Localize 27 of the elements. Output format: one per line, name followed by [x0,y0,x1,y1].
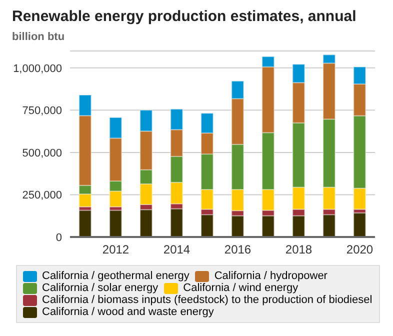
x-tick-label: 2018 [285,242,312,257]
x-tick-label: 2020 [346,242,374,257]
legend-label: California / wood and waste energy [42,306,214,318]
y-axis-title: billion btu [12,31,66,43]
bar [170,208,184,237]
bar [353,212,366,237]
bar [262,215,275,237]
bar [140,209,153,237]
x-tick-label: 2012 [102,242,130,257]
y-tick-label: 750,000 [22,105,62,118]
bar [109,210,122,237]
bar [200,214,214,237]
bar [78,210,92,237]
y-tick-label: 500,000 [22,147,62,160]
legend-label: California / wind energy [183,282,298,294]
legend-label: California / geothermal energy [42,270,190,282]
y-tick-label: 1,000,000 [13,62,62,75]
bar [322,214,336,237]
legend-label: California / biomass inputs (feedstock) to the production of biodiesel [42,294,372,306]
legend-label: California / solar energy [42,282,158,294]
x-tick-label: 2014 [163,242,190,257]
x-tick-label: 2016 [224,242,252,257]
chart-title: Renewable energy production estimates, annual [12,8,358,25]
y-tick-label: 0 [56,232,62,244]
legend-label: California / hydropower [214,270,328,282]
y-tick-label: 250,000 [22,190,62,202]
bar [231,215,244,237]
